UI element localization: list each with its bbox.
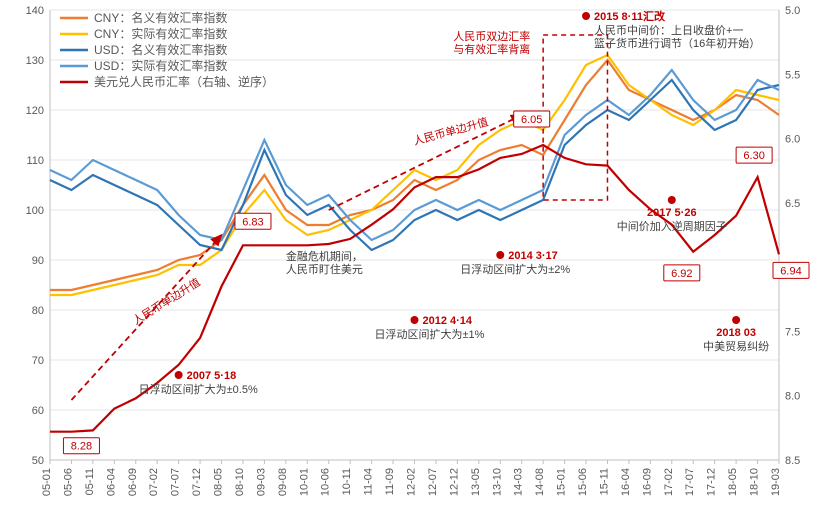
value-box-text: 6.94	[780, 265, 801, 277]
x-tick: 10-11	[341, 468, 353, 495]
event-title: 2014 3·17	[508, 250, 558, 262]
diag-label: 人民币单边升值	[130, 276, 202, 328]
y-left-tick: 80	[32, 305, 44, 317]
x-tick: 07-07	[170, 468, 182, 496]
event-dot	[582, 12, 590, 20]
x-tick: 11-09	[384, 468, 396, 495]
x-tick: 19-03	[770, 468, 782, 496]
x-tick: 09-08	[277, 468, 289, 496]
x-tick: 15-01	[556, 468, 568, 496]
x-tick: 10-01	[298, 468, 310, 496]
value-box-text: 6.05	[521, 114, 542, 126]
y-right-tick: 7.5	[785, 326, 800, 338]
series-cny_ner	[50, 60, 779, 290]
x-tick: 10-06	[320, 468, 332, 496]
y-left-tick: 140	[26, 5, 44, 17]
x-tick: 14-08	[534, 468, 546, 496]
event-dot	[732, 316, 740, 324]
value-box-text: 8.28	[71, 441, 92, 453]
x-tick: 07-12	[191, 468, 203, 496]
event-dot	[668, 196, 676, 204]
y-left-tick: 90	[32, 255, 44, 267]
legend-label: CNY：实际有效汇率指数	[94, 26, 227, 41]
event-title: 2007 5·18	[187, 370, 237, 382]
legend-label: CNY：名义有效汇率指数	[94, 10, 227, 25]
top-event-title: 2015 8·11汇改	[594, 9, 666, 23]
crisis-label: 人民币盯住美元	[286, 262, 363, 276]
legend-label: 美元兑人民币汇率（右轴、逆序）	[94, 74, 274, 89]
chart-svg: 50607080901001101201301405.05.56.06.57.0…	[0, 0, 829, 500]
event-dot	[411, 316, 419, 324]
x-tick: 16-09	[641, 468, 653, 496]
event-sub: 日浮动区间扩大为±0.5%	[139, 382, 258, 396]
x-tick: 09-03	[255, 468, 267, 496]
y-left-tick: 50	[32, 455, 44, 467]
x-tick: 05-06	[62, 468, 74, 496]
y-right-tick: 8.5	[785, 455, 800, 467]
divergence-label: 人民币双边汇率	[453, 29, 530, 43]
y-left-tick: 60	[32, 405, 44, 417]
x-tick: 12-12	[448, 468, 460, 496]
event-title: 2012 4·14	[423, 315, 473, 327]
event-sub: 中美贸易纠纷	[703, 340, 769, 353]
x-tick: 08-05	[213, 468, 225, 496]
effective-exchange-rate-chart: 50607080901001101201301405.05.56.06.57.0…	[0, 0, 829, 500]
y-left-tick: 130	[26, 55, 44, 67]
x-tick: 17-02	[663, 468, 675, 496]
x-tick: 12-02	[406, 468, 418, 496]
x-tick: 11-04	[363, 468, 375, 495]
y-left-tick: 100	[26, 205, 44, 217]
legend-label: USD：名义有效汇率指数	[94, 42, 227, 57]
x-tick: 05-01	[41, 468, 53, 496]
y-right-tick: 5.0	[785, 5, 800, 17]
event-sub: 日浮动区间扩大为±2%	[460, 262, 570, 276]
x-tick: 17-12	[706, 468, 718, 496]
value-box-text: 6.92	[671, 268, 692, 280]
x-tick: 15-11	[598, 468, 610, 495]
value-box-text: 6.83	[242, 216, 263, 228]
crisis-label: 金融危机期间，	[286, 249, 363, 263]
event-sub: 中间价加入逆周期因子	[617, 219, 727, 233]
x-tick: 06-09	[127, 468, 139, 496]
event-title: 2017 5·26	[647, 207, 697, 219]
x-tick: 14-03	[513, 468, 525, 496]
x-tick: 08-10	[234, 468, 246, 496]
x-tick: 07-02	[148, 468, 160, 496]
x-tick: 13-05	[470, 468, 482, 496]
legend-label: USD：实际有效汇率指数	[94, 58, 227, 73]
y-right-tick: 5.5	[785, 69, 800, 81]
y-right-tick: 6.0	[785, 134, 800, 146]
series-cny_rer	[50, 55, 779, 295]
y-right-tick: 6.5	[785, 198, 800, 210]
event-dot	[175, 371, 183, 379]
x-tick: 12-07	[427, 468, 439, 496]
x-tick: 06-04	[105, 468, 117, 496]
y-left-tick: 70	[32, 355, 44, 367]
x-tick: 18-05	[727, 468, 739, 496]
y-left-tick: 110	[26, 155, 44, 167]
value-box-text: 6.30	[743, 150, 764, 162]
top-event-line: 人民币中间价：上日收盘价+一	[594, 23, 743, 37]
event-title: 2018 03	[716, 327, 756, 339]
top-event-line: 篮子货币进行调节（16年初开始）	[594, 36, 760, 50]
y-right-tick: 8.0	[785, 391, 800, 403]
y-left-tick: 120	[26, 105, 44, 117]
x-tick: 18-10	[749, 468, 761, 496]
x-tick: 15-06	[577, 468, 589, 496]
x-tick: 05-11	[84, 468, 96, 495]
divergence-label: 与有效汇率背离	[453, 42, 530, 56]
x-tick: 13-10	[491, 468, 503, 496]
diag-label: 人民币单边升值	[412, 115, 490, 147]
x-tick: 17-07	[684, 468, 696, 496]
event-dot	[496, 251, 504, 259]
x-tick: 16-04	[620, 468, 632, 496]
event-sub: 日浮动区间扩大为±1%	[375, 327, 485, 341]
